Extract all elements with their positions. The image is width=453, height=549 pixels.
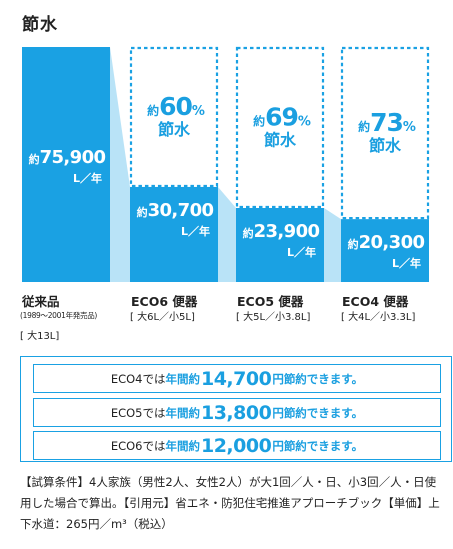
- bar-value-label: 約75,900: [29, 147, 106, 168]
- bar: [130, 186, 218, 282]
- bar: [22, 47, 110, 282]
- reduction-label: 節水: [157, 120, 191, 139]
- savings-period: 年間: [165, 405, 189, 420]
- bar-unit-label: L／年: [73, 171, 102, 185]
- bar: [236, 208, 324, 282]
- savings-tail: 節約できます。: [283, 405, 364, 420]
- reduction-label: 節水: [368, 136, 402, 155]
- savings-approx: 約: [188, 438, 200, 453]
- bar-value-label: 約30,700: [137, 200, 214, 221]
- reduction-percent: 約69%: [253, 103, 311, 132]
- reduction-percent: 約60%: [147, 92, 205, 121]
- savings-row: ECO5では 年間 約 13,800 円 節約できます。: [33, 398, 441, 427]
- savings-approx: 約: [188, 405, 200, 420]
- category-label: ECO6 便器: [131, 294, 198, 309]
- savings-panel: [20, 356, 452, 462]
- connector-band: [324, 208, 341, 282]
- savings-model: ECO6では: [110, 438, 166, 453]
- connector-band: [218, 186, 236, 282]
- savings-row: ECO4では 年間 約 14,700 円 節約できます。: [33, 364, 441, 393]
- category-label: ECO4 便器: [342, 294, 409, 309]
- category-detail: [ 大5L／小3.8L]: [236, 312, 311, 323]
- savings-currency: 円: [272, 438, 284, 453]
- savings-currency: 円: [272, 405, 284, 420]
- category-label: ECO5 便器: [237, 294, 304, 309]
- category-detail: (1989〜2001年発売品): [20, 311, 98, 320]
- savings-amount: 12,000: [200, 434, 272, 457]
- savings-tail: 節約できます。: [283, 371, 364, 386]
- footnote: 【試算条件】4人家族（男性2人、女性2人）が大1回／人・日、小3回／人・日使用し…: [20, 475, 440, 531]
- category-detail: [ 大13L]: [20, 331, 60, 342]
- connector-band: [110, 47, 130, 282]
- savings-row: ECO6では 年間 約 12,000 円 節約できます。: [33, 431, 441, 460]
- bar-value-label: 約23,900: [243, 221, 320, 242]
- savings-period: 年間: [165, 438, 189, 453]
- savings-currency: 円: [272, 371, 284, 386]
- category-detail: [ 大4L／小3.3L]: [341, 312, 416, 323]
- bar-value-label: 約20,300: [348, 232, 425, 253]
- savings-approx: 約: [188, 371, 200, 386]
- page-title: 節水: [22, 15, 58, 35]
- reference-outline: [340, 46, 430, 220]
- bar-unit-label: L／年: [287, 245, 316, 259]
- reference-outline: [129, 46, 219, 188]
- reference-outline: [235, 46, 325, 209]
- bar: [341, 219, 429, 282]
- savings-amount: 13,800: [200, 401, 272, 424]
- category-detail: [ 大6L／小5L]: [130, 312, 195, 323]
- savings-amount: 14,700: [200, 367, 272, 390]
- savings-model: ECO4では: [110, 371, 166, 386]
- savings-period: 年間: [165, 371, 189, 386]
- savings-model: ECO5では: [110, 405, 166, 420]
- bar-unit-label: L／年: [181, 224, 210, 238]
- savings-tail: 節約できます。: [283, 438, 364, 453]
- reduction-label: 節水: [263, 131, 297, 150]
- reduction-percent: 約73%: [358, 108, 416, 137]
- bar-unit-label: L／年: [392, 256, 421, 270]
- category-label: 従来品: [22, 294, 60, 309]
